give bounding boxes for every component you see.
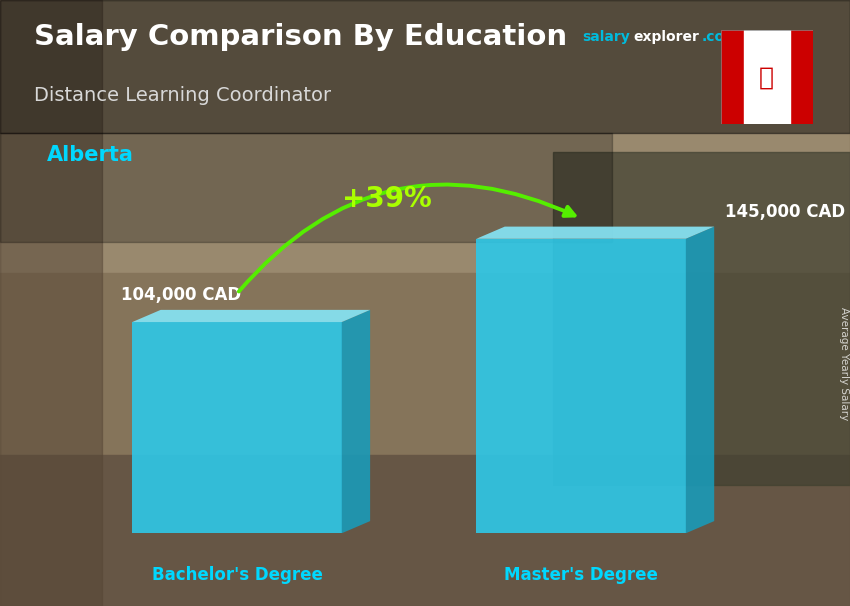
Polygon shape	[686, 227, 714, 533]
Text: Alberta: Alberta	[47, 145, 133, 165]
Polygon shape	[342, 310, 370, 533]
Bar	[0, 0, 850, 273]
Bar	[0, 0, 850, 133]
Polygon shape	[133, 322, 342, 533]
Bar	[0, 0, 102, 606]
Bar	[552, 152, 850, 485]
Bar	[0, 133, 612, 242]
Text: 🍁: 🍁	[759, 65, 774, 89]
Polygon shape	[476, 227, 714, 239]
Text: Bachelor's Degree: Bachelor's Degree	[151, 566, 322, 584]
Text: salary: salary	[582, 30, 630, 44]
Text: .com: .com	[701, 30, 739, 44]
Text: Distance Learning Coordinator: Distance Learning Coordinator	[34, 87, 332, 105]
Bar	[744, 30, 790, 124]
Text: +39%: +39%	[342, 185, 432, 213]
Bar	[790, 30, 813, 124]
Bar	[0, 454, 850, 606]
Text: Salary Comparison By Education: Salary Comparison By Education	[34, 23, 567, 52]
Text: explorer: explorer	[633, 30, 699, 44]
Polygon shape	[133, 310, 370, 322]
Bar	[0, 273, 850, 454]
Bar	[721, 30, 744, 124]
Text: 145,000 CAD: 145,000 CAD	[725, 202, 846, 221]
Text: Master's Degree: Master's Degree	[504, 566, 658, 584]
Polygon shape	[476, 239, 686, 533]
Text: Average Yearly Salary: Average Yearly Salary	[839, 307, 849, 420]
Text: 104,000 CAD: 104,000 CAD	[121, 286, 241, 304]
